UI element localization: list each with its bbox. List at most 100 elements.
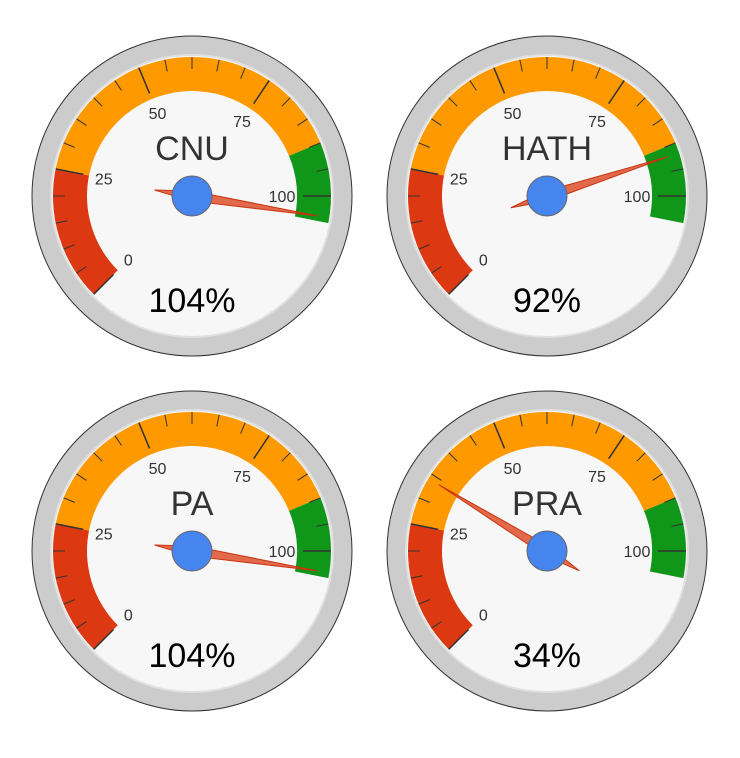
gauge-pra: 0 25 50 75 100 PRA 34% bbox=[386, 390, 708, 712]
tick-label: 100 bbox=[269, 544, 296, 561]
minor-tick bbox=[114, 80, 122, 91]
gauge-value: 104% bbox=[149, 637, 236, 675]
minor-tick bbox=[316, 523, 329, 527]
minor-tick bbox=[671, 168, 684, 172]
minor-tick bbox=[164, 59, 168, 72]
minor-tick bbox=[469, 80, 477, 91]
gauge-label: CNU bbox=[155, 130, 229, 168]
major-tick bbox=[55, 168, 84, 176]
tick-label: 50 bbox=[149, 106, 167, 123]
major-tick bbox=[93, 628, 115, 650]
minor-tick bbox=[431, 118, 442, 126]
minor-tick bbox=[418, 497, 430, 503]
minor-tick bbox=[448, 97, 458, 107]
major-tick bbox=[608, 435, 625, 460]
tick-label: 75 bbox=[588, 114, 606, 131]
minor-tick bbox=[216, 414, 220, 427]
minor-tick bbox=[63, 497, 75, 503]
minor-tick bbox=[410, 220, 423, 224]
minor-tick bbox=[418, 244, 430, 250]
tick-label: 25 bbox=[450, 171, 468, 188]
minor-tick bbox=[240, 422, 246, 434]
tick-label: 50 bbox=[504, 106, 522, 123]
minor-tick bbox=[63, 142, 75, 148]
tick-label: 25 bbox=[95, 171, 113, 188]
tick-label: 75 bbox=[233, 114, 251, 131]
minor-tick bbox=[297, 118, 308, 126]
gauge-label: HATH bbox=[502, 130, 592, 168]
minor-tick bbox=[652, 118, 663, 126]
minor-tick bbox=[281, 97, 291, 107]
minor-tick bbox=[418, 142, 430, 148]
gauge-band-orange bbox=[410, 412, 676, 531]
minor-tick bbox=[410, 575, 423, 579]
minor-tick bbox=[664, 497, 676, 503]
major-tick bbox=[608, 80, 625, 105]
tick-label: 50 bbox=[149, 461, 167, 478]
tick-label: 75 bbox=[233, 469, 251, 486]
major-tick bbox=[448, 273, 470, 295]
gauge-pa: 0 25 50 75 100 PA 104% bbox=[31, 390, 353, 712]
tick-label: 100 bbox=[269, 189, 296, 206]
minor-tick bbox=[216, 59, 220, 72]
minor-tick bbox=[571, 414, 575, 427]
major-tick bbox=[493, 67, 506, 94]
minor-tick bbox=[63, 599, 75, 605]
gauge-band-green bbox=[644, 142, 686, 224]
minor-tick bbox=[76, 621, 87, 629]
minor-tick bbox=[448, 452, 458, 462]
gauge-band-green bbox=[289, 497, 331, 579]
minor-tick bbox=[76, 266, 87, 274]
minor-tick bbox=[636, 452, 646, 462]
needle-hub bbox=[171, 175, 213, 217]
gauge-band-orange bbox=[55, 412, 321, 531]
major-tick bbox=[410, 523, 439, 531]
major-tick bbox=[253, 435, 270, 460]
gauge-band-red bbox=[52, 168, 118, 295]
minor-tick bbox=[76, 118, 87, 126]
gauge-cnu: 0 25 50 75 100 CNU 104% bbox=[31, 35, 353, 357]
minor-tick bbox=[164, 414, 168, 427]
gauge-hath: 0 25 50 75 100 HATH 92% bbox=[386, 35, 708, 357]
tick-label: 0 bbox=[479, 253, 488, 270]
gauge-band-green bbox=[289, 142, 331, 224]
minor-tick bbox=[240, 67, 246, 79]
tick-label: 100 bbox=[624, 189, 651, 206]
major-tick bbox=[493, 422, 506, 449]
minor-tick bbox=[571, 59, 575, 72]
needle-hub bbox=[526, 530, 568, 572]
gauge-band-orange bbox=[55, 57, 321, 176]
tick-label: 0 bbox=[124, 608, 133, 625]
minor-tick bbox=[671, 523, 684, 527]
minor-tick bbox=[519, 59, 523, 72]
gauge-band-red bbox=[408, 168, 473, 295]
major-tick bbox=[138, 67, 151, 94]
tick-label: 25 bbox=[450, 526, 468, 543]
minor-tick bbox=[316, 168, 329, 172]
minor-tick bbox=[652, 473, 663, 481]
major-tick bbox=[253, 80, 270, 105]
major-tick bbox=[448, 628, 470, 650]
minor-tick bbox=[431, 473, 442, 481]
gauge-value: 104% bbox=[149, 282, 236, 320]
minor-tick bbox=[431, 621, 442, 629]
tick-label: 0 bbox=[124, 253, 133, 270]
minor-tick bbox=[297, 473, 308, 481]
tick-label: 50 bbox=[504, 461, 522, 478]
gauge-value: 92% bbox=[513, 282, 581, 320]
minor-tick bbox=[431, 266, 442, 274]
major-tick bbox=[93, 273, 115, 295]
major-tick bbox=[410, 168, 439, 176]
minor-tick bbox=[281, 452, 291, 462]
tick-label: 25 bbox=[95, 526, 113, 543]
tick-label: 0 bbox=[479, 608, 488, 625]
minor-tick bbox=[309, 142, 321, 148]
minor-tick bbox=[63, 244, 75, 250]
major-tick bbox=[138, 422, 151, 449]
major-tick bbox=[55, 523, 84, 531]
gauge-value: 34% bbox=[513, 637, 581, 675]
minor-tick bbox=[519, 414, 523, 427]
minor-tick bbox=[595, 67, 601, 79]
tick-label: 100 bbox=[624, 544, 651, 561]
minor-tick bbox=[595, 422, 601, 434]
